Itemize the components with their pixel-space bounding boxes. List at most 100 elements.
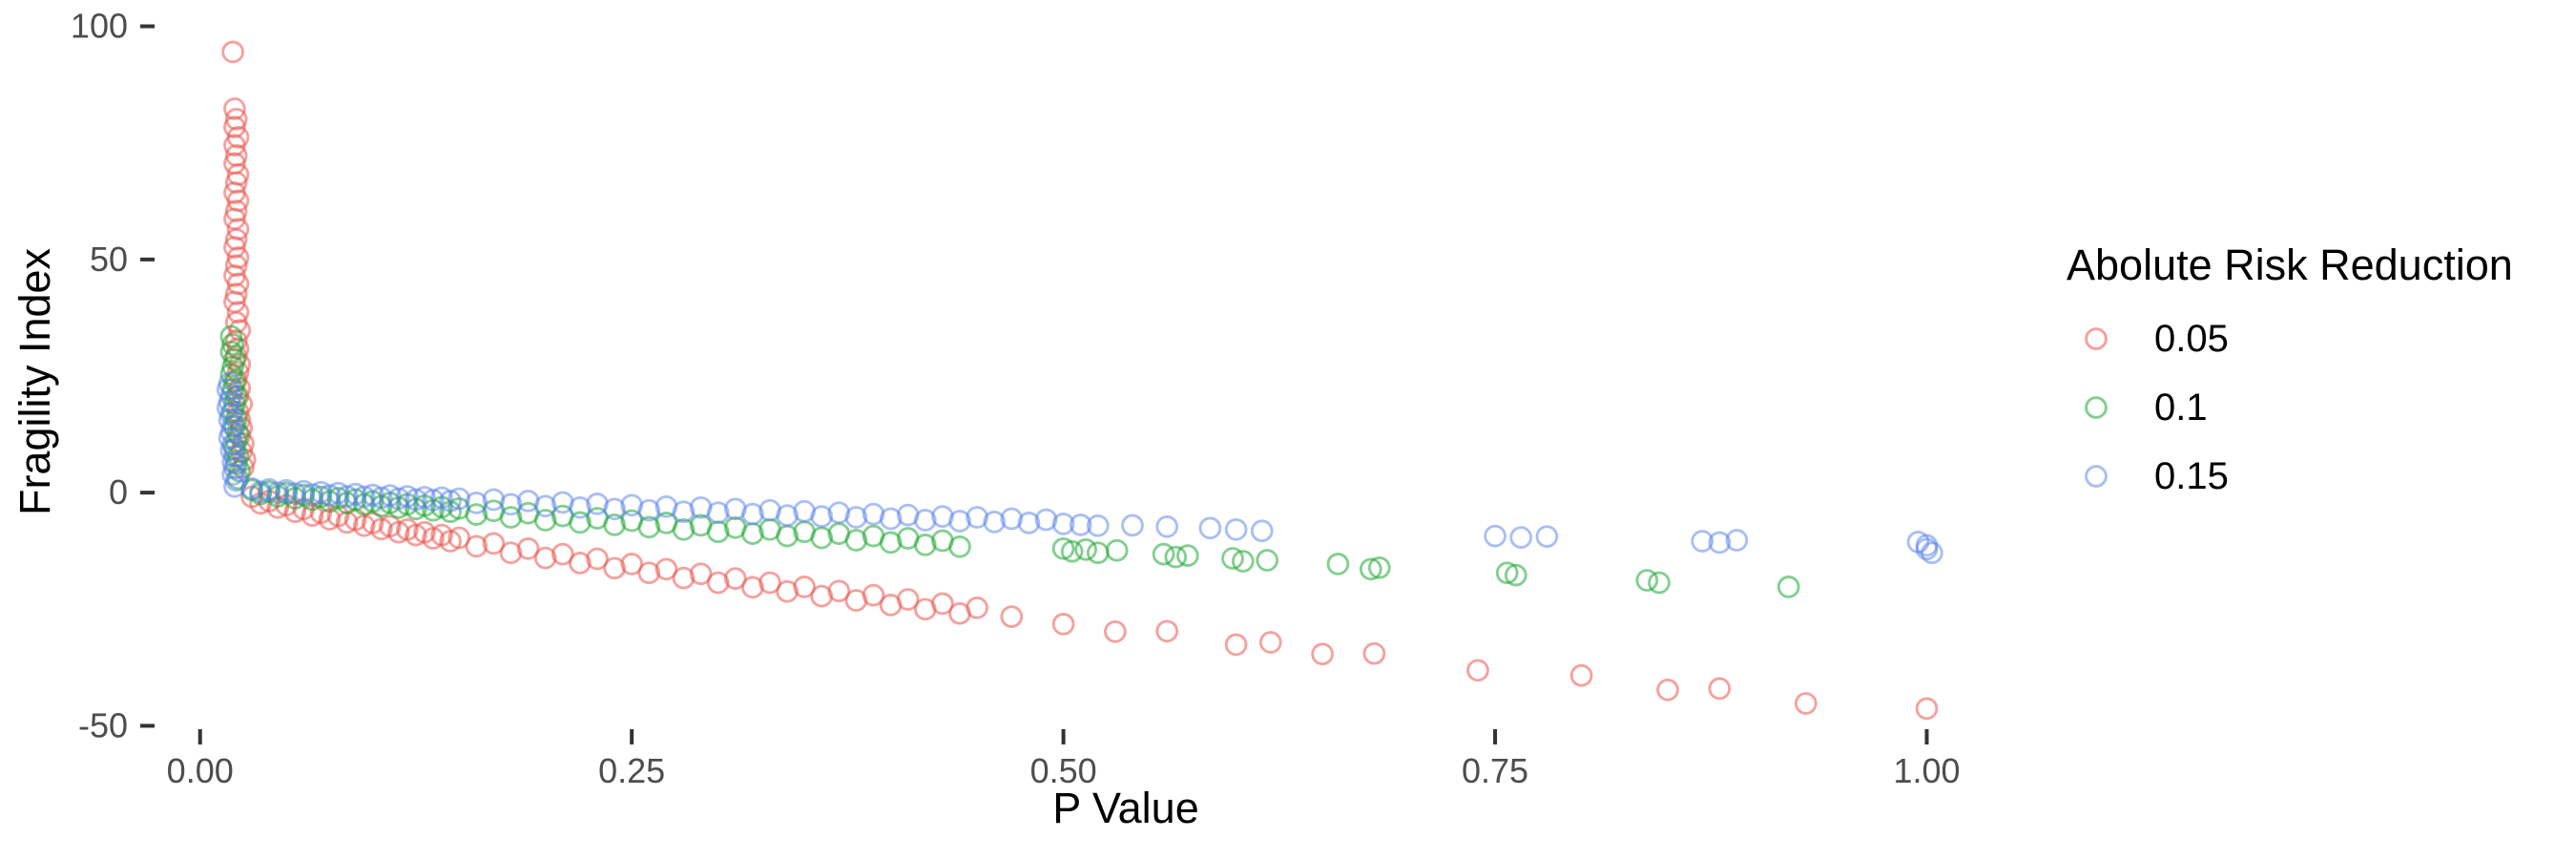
data-point xyxy=(1000,507,1024,531)
y-axis-ticks: 100 50 0 -50 xyxy=(71,7,155,744)
data-point xyxy=(948,534,971,558)
data-point xyxy=(516,536,540,560)
data-point xyxy=(533,546,557,570)
data-point xyxy=(223,236,246,259)
y-tick-label: 0 xyxy=(109,472,128,512)
data-point xyxy=(913,534,937,556)
data-point xyxy=(223,115,246,138)
data-point xyxy=(776,504,799,527)
data-point xyxy=(499,506,523,529)
data-point xyxy=(266,481,290,505)
data-point xyxy=(249,480,272,504)
data-point xyxy=(827,579,851,603)
data-point xyxy=(1311,642,1334,666)
data-point xyxy=(603,556,626,580)
data-point xyxy=(1060,539,1084,563)
data-point xyxy=(335,485,359,508)
data-point xyxy=(913,509,937,532)
data-point xyxy=(1648,571,1671,595)
data-point xyxy=(793,576,816,598)
data-point xyxy=(1725,529,1749,552)
legend-key-circle-0.15 xyxy=(2085,465,2108,488)
y-tick-label: -50 xyxy=(78,705,128,744)
data-point xyxy=(1104,619,1127,643)
data-point xyxy=(1915,697,1939,721)
data-point xyxy=(439,490,462,513)
data-point xyxy=(1231,550,1255,573)
data-point xyxy=(844,506,868,529)
data-point xyxy=(1509,526,1533,549)
data-point xyxy=(223,97,246,120)
y-tick-label: 100 xyxy=(71,7,128,46)
data-point xyxy=(224,254,248,278)
data-point xyxy=(1051,613,1075,636)
data-point xyxy=(1105,538,1129,562)
data-point xyxy=(1656,678,1679,702)
data-point xyxy=(465,503,488,526)
data-point xyxy=(1504,563,1527,587)
legend-item-label: 0.15 xyxy=(2154,455,2229,497)
data-point xyxy=(966,596,988,619)
data-point xyxy=(706,501,730,525)
data-point xyxy=(1155,619,1179,643)
data-point xyxy=(1176,544,1199,567)
data-point xyxy=(283,482,307,505)
data-point xyxy=(1258,631,1282,654)
data-point xyxy=(1221,547,1244,570)
y-tick-label: 50 xyxy=(90,240,128,279)
data-point xyxy=(603,497,626,521)
data-point xyxy=(637,515,661,539)
data-point xyxy=(1921,541,1943,565)
data-point xyxy=(1155,514,1179,538)
data-point xyxy=(386,487,410,511)
data-point xyxy=(896,588,920,611)
data-point xyxy=(221,40,244,64)
data-point xyxy=(1359,557,1382,581)
data-point xyxy=(741,502,764,526)
data-point xyxy=(1017,512,1041,534)
data-point xyxy=(1915,537,1939,561)
data-point xyxy=(1152,542,1175,566)
data-point xyxy=(654,557,678,581)
data-point xyxy=(1635,569,1659,592)
data-point xyxy=(672,517,696,541)
data-point xyxy=(1362,641,1386,665)
data-point xyxy=(533,509,557,532)
data-point xyxy=(482,532,506,555)
data-point xyxy=(1250,519,1274,543)
data-point xyxy=(879,531,903,555)
data-point xyxy=(723,567,747,590)
data-point xyxy=(224,283,248,305)
data-point xyxy=(224,199,248,222)
data-point xyxy=(223,134,246,157)
legend-item-label: 0.05 xyxy=(2154,318,2229,360)
data-point xyxy=(226,301,250,324)
data-point xyxy=(672,500,696,524)
x-axis-ticks: 0.00 0.25 0.50 0.75 1.00 xyxy=(167,729,1961,790)
x-tick-label: 0.00 xyxy=(167,751,234,790)
data-point xyxy=(931,592,954,616)
data-point xyxy=(948,510,971,533)
y-axis-title: Fragility Index xyxy=(10,247,59,515)
legend-key-circle-0.1 xyxy=(2085,396,2108,419)
x-tick-label: 0.75 xyxy=(1462,751,1528,790)
data-point xyxy=(224,227,248,251)
data-point xyxy=(1164,545,1188,569)
data-point xyxy=(810,526,834,550)
data-point xyxy=(301,483,324,506)
x-axis-title: P Value xyxy=(1052,784,1198,832)
data-point xyxy=(533,494,557,518)
data-point xyxy=(1224,633,1248,657)
data-point xyxy=(1484,524,1506,548)
data-point xyxy=(637,561,661,585)
data-point xyxy=(844,529,868,552)
data-points xyxy=(216,40,1943,721)
legend-item: 0.05 xyxy=(2085,318,2229,360)
data-point xyxy=(352,485,376,509)
data-point xyxy=(1367,555,1391,579)
x-tick-label: 1.00 xyxy=(1893,751,1960,790)
legend-key-circle-0.05 xyxy=(2085,327,2108,350)
data-point xyxy=(1121,513,1144,537)
data-point xyxy=(862,583,885,607)
data-point xyxy=(637,498,661,522)
